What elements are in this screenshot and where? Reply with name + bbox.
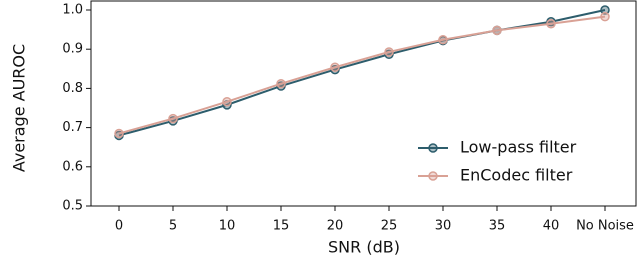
- x-tick-label: 15: [273, 219, 290, 234]
- x-tick-label: 40: [543, 219, 560, 234]
- point: [600, 11, 610, 22]
- y-tick-label: 0.8: [62, 81, 83, 96]
- point: [492, 25, 502, 36]
- point: [600, 5, 610, 15]
- legend-marker: [428, 143, 438, 153]
- point: [546, 18, 556, 29]
- point: [330, 62, 340, 72]
- point: [438, 35, 448, 45]
- point: [168, 113, 178, 124]
- plot-frame: [90, 0, 637, 207]
- x-tick-label: 35: [489, 219, 506, 234]
- x-tick-label: 25: [381, 219, 398, 234]
- x-tick-label: 20: [327, 219, 344, 234]
- legend-label: EnCodec filter: [460, 166, 573, 185]
- y-tick-label: 0.5: [62, 199, 83, 214]
- series-line: [118, 15, 606, 135]
- x-tick-label: 30: [435, 219, 452, 234]
- point: [114, 128, 124, 139]
- point: [276, 78, 286, 89]
- x-tick-label: 10: [219, 219, 236, 234]
- legend-marker: [428, 171, 438, 181]
- y-tick-label: 0.6: [62, 159, 83, 174]
- point: [384, 47, 394, 57]
- legend-label: Low-pass filter: [460, 138, 577, 157]
- y-tick-label: 0.9: [62, 42, 83, 57]
- x-tick-label: 5: [169, 219, 177, 234]
- y-tick-label: 0.7: [62, 120, 83, 135]
- x-tick-label: 0: [115, 219, 123, 234]
- x-axis-label: SNR (dB): [328, 238, 400, 257]
- y-axis-label: Average AUROC: [10, 44, 29, 172]
- x-tick-label: No Noise: [576, 219, 634, 234]
- y-tick-label: 1.0: [62, 3, 83, 18]
- point: [222, 96, 232, 107]
- series-line: [118, 9, 606, 137]
